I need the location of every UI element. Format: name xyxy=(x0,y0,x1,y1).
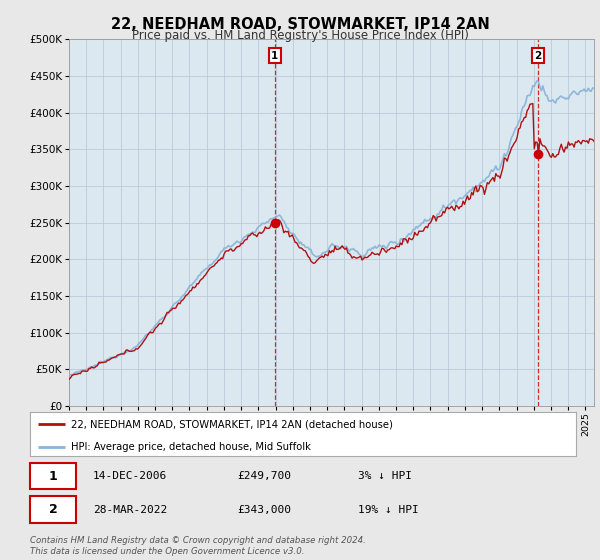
Text: 2: 2 xyxy=(534,51,542,60)
Text: 14-DEC-2006: 14-DEC-2006 xyxy=(93,471,167,481)
Text: 22, NEEDHAM ROAD, STOWMARKET, IP14 2AN (detached house): 22, NEEDHAM ROAD, STOWMARKET, IP14 2AN (… xyxy=(71,419,393,429)
Text: Contains HM Land Registry data © Crown copyright and database right 2024.
This d: Contains HM Land Registry data © Crown c… xyxy=(30,536,366,556)
Text: £343,000: £343,000 xyxy=(238,505,292,515)
Text: 3% ↓ HPI: 3% ↓ HPI xyxy=(358,471,412,481)
Text: 22, NEEDHAM ROAD, STOWMARKET, IP14 2AN: 22, NEEDHAM ROAD, STOWMARKET, IP14 2AN xyxy=(110,17,490,32)
Text: 19% ↓ HPI: 19% ↓ HPI xyxy=(358,505,418,515)
Text: 28-MAR-2022: 28-MAR-2022 xyxy=(93,505,167,515)
FancyBboxPatch shape xyxy=(30,463,76,489)
Text: 1: 1 xyxy=(49,469,58,483)
Text: Price paid vs. HM Land Registry's House Price Index (HPI): Price paid vs. HM Land Registry's House … xyxy=(131,29,469,42)
Text: 1: 1 xyxy=(271,51,278,60)
Text: £249,700: £249,700 xyxy=(238,471,292,481)
Text: 2: 2 xyxy=(49,503,58,516)
Text: HPI: Average price, detached house, Mid Suffolk: HPI: Average price, detached house, Mid … xyxy=(71,441,311,451)
FancyBboxPatch shape xyxy=(30,496,76,523)
